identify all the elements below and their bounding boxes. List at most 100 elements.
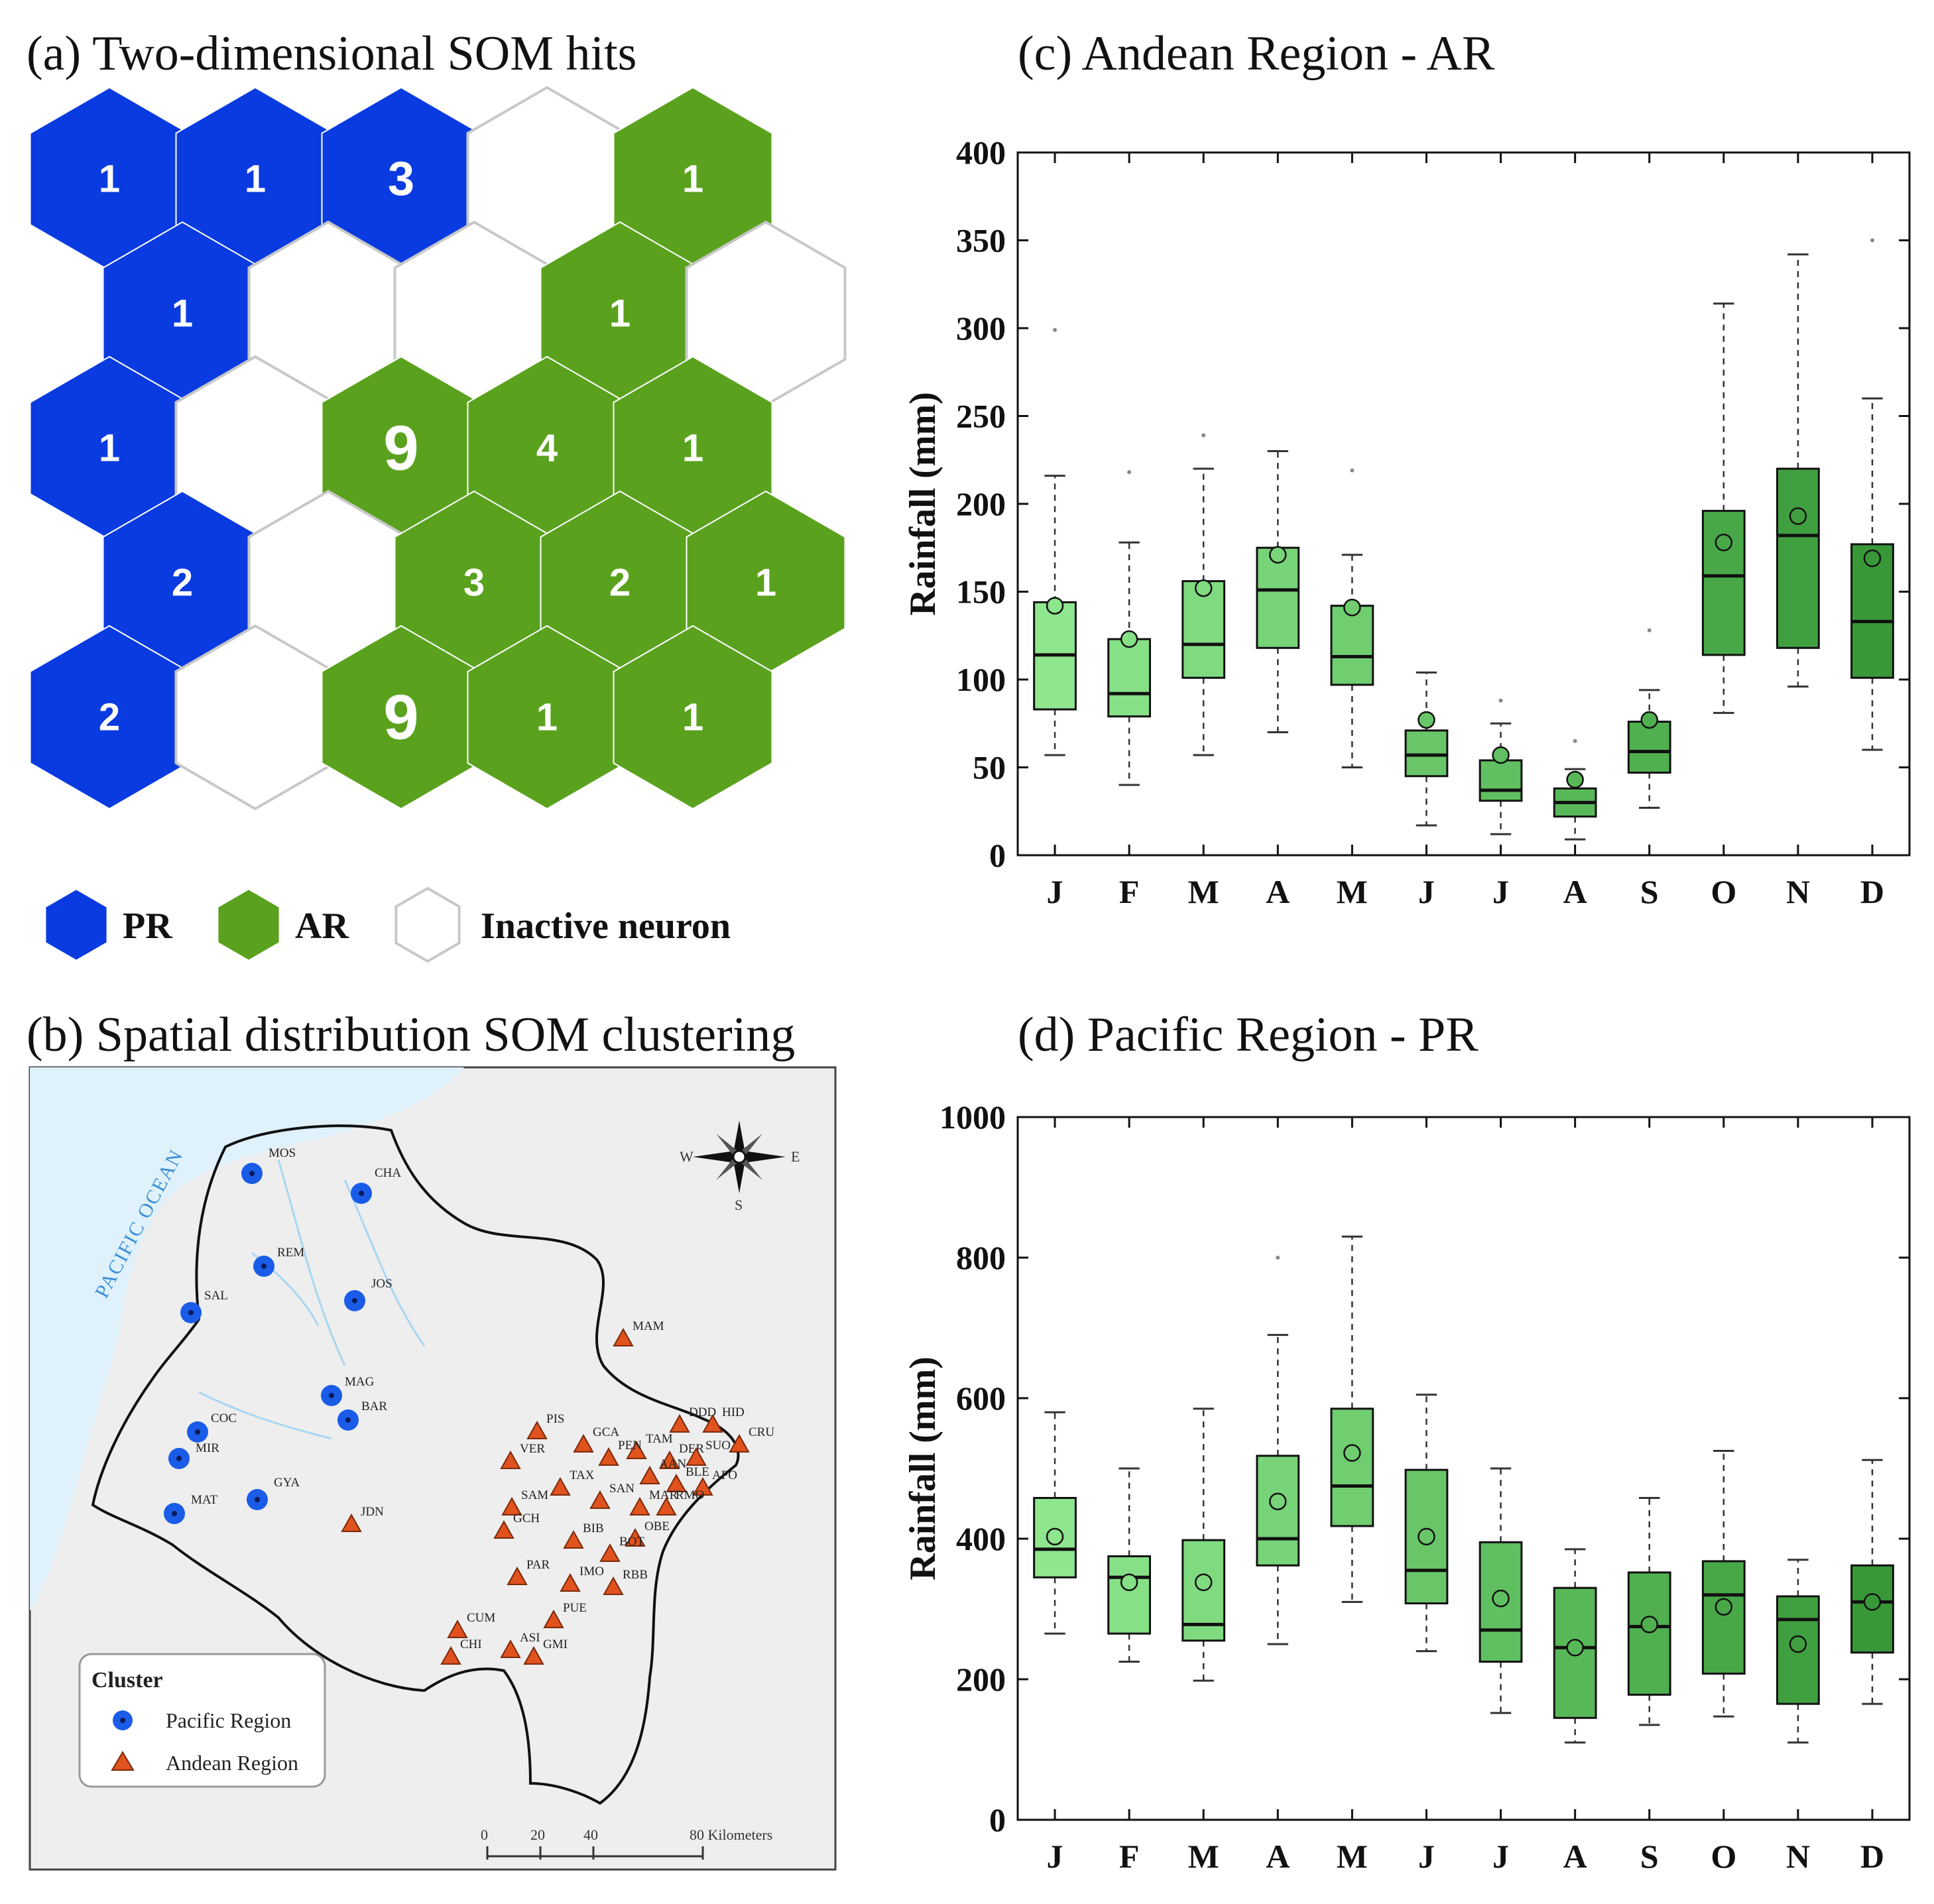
station-ar-tam: [626, 1440, 647, 1459]
station-ar-pen: [598, 1447, 619, 1466]
compass-s: S: [735, 1197, 743, 1213]
station-ar-mam: [613, 1327, 634, 1346]
station-ar-rbb: [603, 1576, 624, 1595]
station-label: SUO: [705, 1439, 731, 1453]
som-hit-count: 1: [682, 158, 703, 201]
x-tick-label: M: [1337, 1838, 1368, 1875]
station-ar-obe: [625, 1527, 646, 1547]
box-iqr: [1107, 638, 1152, 718]
y-tick-label: 0: [989, 837, 1006, 874]
y-tick-label: 200: [956, 1661, 1006, 1698]
x-tick-label: A: [1266, 873, 1290, 910]
map-legend-pr-label: Pacific Region: [166, 1708, 291, 1732]
y-tick-label: 250: [956, 398, 1006, 435]
station-ar-apo: [692, 1476, 713, 1496]
x-tick-label: J: [1047, 1838, 1063, 1875]
station-ar-gmi: [523, 1645, 544, 1665]
som-hit-count: 2: [99, 696, 120, 739]
map-legend: Cluster Pacific Region Andean Region: [78, 1653, 326, 1788]
station-ar-suo: [686, 1447, 707, 1466]
station-ar-hid: [702, 1413, 723, 1433]
x-tick-label: D: [1860, 873, 1884, 910]
station-label: MOS: [269, 1146, 296, 1160]
som-neuron-r5-c5: [613, 625, 773, 810]
som-hit-count: 1: [99, 158, 120, 201]
station-ar-san: [589, 1490, 611, 1509]
station-ar-bot: [599, 1543, 621, 1562]
box-iqr: [1256, 1455, 1300, 1567]
som-hit-count: 1: [172, 292, 193, 335]
station-label: MIR: [196, 1441, 219, 1455]
station-label: TAX: [570, 1468, 595, 1482]
station-label: TAM: [646, 1432, 673, 1446]
department-boundary: [91, 1124, 740, 1805]
station-label: PIS: [546, 1412, 564, 1426]
station-label: JOS: [371, 1277, 393, 1291]
som-hit-count: 9: [383, 413, 418, 484]
station-label: BOT: [619, 1535, 644, 1549]
station-label: DER: [679, 1442, 704, 1456]
scale-bar: 0 20 40 80 Kilometers: [481, 1826, 772, 1860]
y-tick-label: 600: [956, 1380, 1006, 1417]
box-mean: [1492, 746, 1510, 764]
plot-frame: [1016, 151, 1911, 857]
station-label: PAR: [526, 1558, 550, 1572]
station-label: ASI: [520, 1631, 540, 1645]
x-tick-label: N: [1786, 1838, 1810, 1875]
station-label: PEN: [618, 1439, 642, 1453]
station-label: SAN: [609, 1482, 635, 1496]
station-label: BLE: [686, 1465, 709, 1479]
box-outlier: [1127, 470, 1132, 475]
station-label: DDD: [689, 1405, 716, 1419]
station-ar-mar: [629, 1496, 650, 1516]
box-mean: [1715, 1598, 1733, 1616]
station-label: GYA: [274, 1476, 300, 1490]
box-mean: [1566, 1639, 1584, 1657]
som-legend-swatch-ar: [215, 886, 282, 963]
box-outlier: [1276, 1256, 1280, 1260]
som-legend-swatch-pr: [43, 886, 109, 963]
som-legend-swatch-inactive: [394, 886, 461, 963]
som-hit-count: 1: [682, 696, 703, 739]
som-hit-count: 2: [609, 562, 631, 605]
station-ar-ver: [500, 1450, 521, 1469]
y-tick-label: 200: [956, 485, 1006, 522]
x-tick-label: J: [1418, 873, 1435, 910]
plot-frame: [1016, 1116, 1911, 1821]
scale-label-0: 0: [481, 1826, 488, 1843]
station-label: SAL: [204, 1289, 228, 1303]
box-mean: [1194, 1573, 1213, 1591]
box-iqr: [1701, 510, 1746, 656]
som-legend: PR AR Inactive neuron: [43, 886, 731, 963]
x-tick-label: M: [1337, 873, 1368, 910]
som-hit-count: 1: [245, 158, 266, 201]
station-label: GCH: [513, 1512, 540, 1525]
box-iqr: [1404, 729, 1449, 778]
x-tick-label: M: [1188, 1838, 1219, 1875]
som-hex-grid: 1 1 3 1 1 1 1 9 4 1 2 3 2 1 2 9 1 1: [29, 86, 847, 811]
panel-d-title: (d) Pacific Region - PR: [1018, 1008, 1479, 1062]
x-tick-label: O: [1711, 1838, 1736, 1875]
y-tick-label: 350: [956, 222, 1006, 259]
map-legend-title: Cluster: [91, 1668, 163, 1693]
station-ar-par: [507, 1566, 528, 1585]
station-label: OBE: [644, 1519, 670, 1533]
box-mean: [1715, 534, 1733, 552]
station-label: BIB: [583, 1521, 604, 1535]
box-outlier: [1053, 327, 1058, 332]
box-mean: [1418, 1527, 1435, 1546]
station-label: CRU: [749, 1425, 774, 1439]
som-hit-count: 3: [388, 152, 414, 206]
scale-label-40: 40: [583, 1826, 598, 1843]
station-ar-gch: [493, 1519, 514, 1539]
station-label: HID: [722, 1405, 745, 1419]
station-map: PACIFIC OCEAN W E S MOSCHAREMSALJOSMAGBA…: [29, 1066, 837, 1871]
station-label: IMO: [579, 1565, 604, 1578]
station-label: PUE: [563, 1601, 587, 1615]
station-label: MAG: [345, 1375, 375, 1389]
box-mean: [1789, 507, 1807, 525]
station-ar-ddd: [669, 1413, 690, 1433]
box-iqr: [1627, 721, 1671, 774]
y-tick-label: 100: [956, 661, 1006, 698]
station-ar-cru: [729, 1433, 750, 1453]
